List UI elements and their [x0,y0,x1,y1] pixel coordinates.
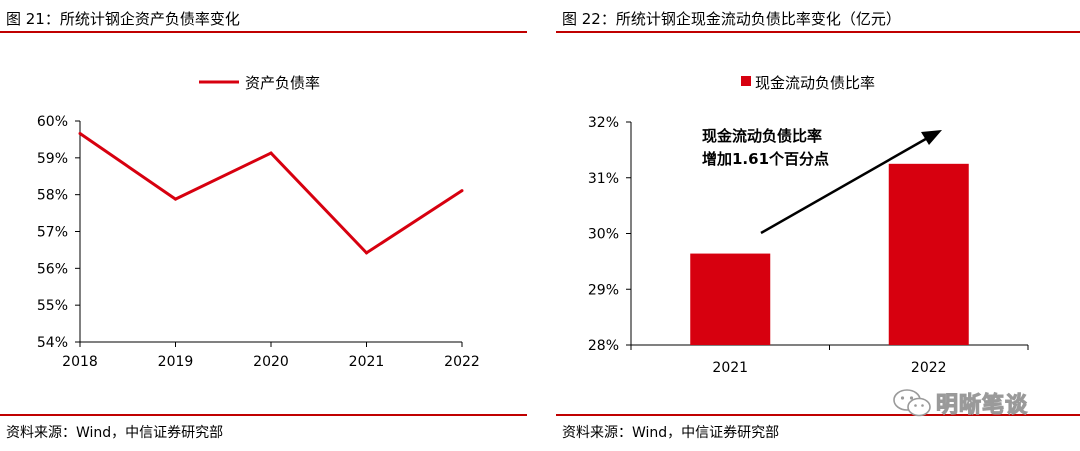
y-tick-label: 29% [588,282,619,298]
x-tick-label: 2022 [911,360,947,376]
left-source-note: 资料来源：Wind，中信证券研究部 [6,425,224,441]
x-tick-label: 2020 [253,354,289,370]
y-tick-label: 28% [588,338,619,354]
data-point [174,197,177,201]
left-source-rule [0,414,527,416]
annotation-text-line1: 现金流动负债比率 [702,127,822,145]
wechat-icon [893,389,931,417]
data-point [365,251,368,255]
legend-swatch [741,76,751,86]
legend-label: 资产负债率 [245,74,320,92]
right-figure-title: 图 22：所统计钢企现金流动负债比率变化（亿元） [562,10,901,28]
y-tick-label: 60% [37,114,68,130]
annotation-text-line2: 增加1.61个百分点 [702,150,829,168]
bar [690,253,771,345]
y-tick-label: 32% [588,115,619,131]
series-line [79,132,463,255]
legend-label: 现金流动负债比率 [755,74,875,92]
left-figure-panel: 图 21：所统计钢企资产负债率变化 资产负债率 54% 55% 56% 57% 58% 59… [0,0,527,451]
y-tick-label: 54% [37,335,68,351]
data-point [269,151,273,155]
y-tick-label: 55% [37,298,68,314]
bar [888,163,969,345]
y-tick-label: 58% [37,188,68,204]
data-point [460,189,464,193]
y-tick-label: 56% [37,261,68,277]
right-title-rule [556,31,1080,33]
y-tick-label: 57% [37,225,68,241]
x-tick-label: 2021 [349,354,385,370]
x-tick-label: 2022 [444,354,480,370]
right-figure-panel: 图 22：所统计钢企现金流动负债比率变化（亿元） 现金流动负债比率 28% 29% 3… [556,0,1080,451]
left-figure-title: 图 21：所统计钢企资产负债率变化 [6,10,240,28]
left-title-rule [0,31,527,33]
y-tick-label: 31% [588,171,619,187]
y-tick-label: 30% [588,227,619,243]
annotation-arrow-head [921,130,942,145]
data-point [78,132,82,136]
x-tick-label: 2019 [158,354,194,370]
watermark: 明晰笔谈 [892,386,1028,420]
watermark-text: 明晰笔谈 [935,392,1029,418]
x-tick-label: 2021 [712,360,748,376]
right-source-rule [556,414,1080,416]
left-line-chart: 资产负债率 54% 55% 56% 57% 58% 59% 60% 2018 2019 2020 20… [37,74,480,370]
x-tick-label: 2018 [62,354,98,370]
right-source-note: 资料来源：Wind，中信证券研究部 [562,425,780,441]
annotation-arrow-line [760,134,932,235]
y-tick-label: 59% [37,151,68,167]
